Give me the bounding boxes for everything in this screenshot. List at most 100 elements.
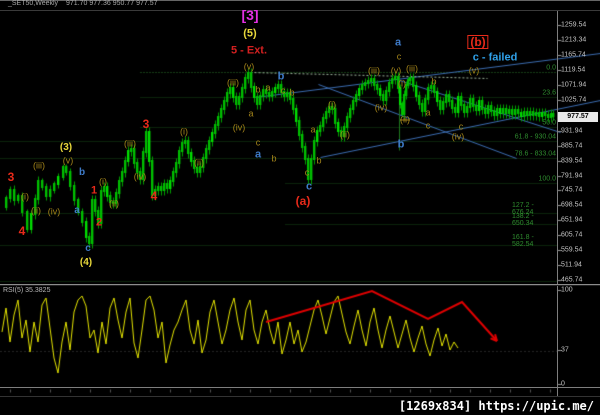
wave-label: b	[255, 84, 261, 95]
fibonacci-level-label: 100.0	[538, 175, 556, 183]
price-axis-tick-label: 511.94	[561, 261, 582, 269]
wave-label: (iii)	[227, 77, 239, 88]
price-axis-tick-label: 651.94	[561, 216, 583, 224]
price-axis-tick-label: 465.74	[561, 276, 583, 284]
price-axis-tick-label: 698.54	[561, 201, 583, 209]
wave-label: (iii)	[406, 63, 418, 74]
wave-label: b	[277, 70, 285, 83]
wave-label: c	[458, 121, 464, 132]
wave-label: (ii)	[31, 205, 41, 216]
wave-label: a	[265, 82, 271, 93]
price-axis-tick-label: 1025.74	[561, 96, 587, 104]
wave-label: (ii)	[194, 157, 204, 168]
price-axis-tick-label: 885.74	[561, 142, 583, 150]
wave-label: (a)	[295, 194, 311, 208]
price-axis-tick-label: 791.94	[561, 172, 583, 180]
wave-label: (3)	[59, 142, 73, 153]
wave-label: a	[394, 36, 402, 49]
wave-label: a	[74, 205, 80, 216]
wave-label: (iv)	[47, 206, 61, 217]
wave-label: (4)	[79, 257, 93, 268]
fibonacci-level-label: 78.6 - 833.04	[514, 150, 556, 158]
wave-label: 5 - Ext.	[230, 44, 268, 57]
price-axis-tick-label: 931.94	[561, 127, 583, 135]
titlebar-divider	[0, 10, 600, 11]
wave-label: [3]	[241, 7, 259, 23]
fibonacci-level-label: 127.2 - 676.24	[512, 202, 534, 216]
wave-label: (v)	[243, 61, 255, 72]
price-axis-tick-label: 1213.34	[561, 36, 587, 44]
rsi-indicator-label: RSI(5) 35.3825	[3, 287, 51, 294]
wave-label: a	[254, 148, 262, 161]
wave-label: 1	[90, 184, 98, 197]
chart-rsi-divider[interactable]	[0, 284, 600, 285]
wave-label: a	[310, 124, 316, 135]
price-axis-tick-label: 559.54	[561, 246, 583, 254]
price-axis-tick-label: 1259.54	[561, 21, 587, 29]
wave-label: a	[425, 107, 431, 118]
wave-label: (b)	[467, 35, 489, 49]
wave-label: c	[425, 120, 431, 131]
price-axis-tick-label: 745.74	[561, 186, 583, 194]
fibonacci-level-label: 50.0	[542, 119, 556, 127]
watermark-bar: [1269x834] https://upic.me/	[0, 397, 600, 414]
wave-label: c	[396, 51, 402, 62]
timeline-divider	[0, 396, 600, 397]
price-axis-tick-label: 1071.94	[561, 81, 587, 89]
fibonacci-level-label: 138.2 - 650.34	[512, 213, 534, 227]
wave-label: b	[289, 87, 295, 98]
wave-label: (5)	[243, 27, 257, 40]
wave-label: (iii)	[124, 138, 136, 149]
rsi-axis-tick-label: 0	[561, 380, 565, 388]
price-axis-tick-label: 1165.74	[561, 51, 586, 59]
wave-label: 2	[95, 216, 103, 229]
wave-label: 4	[18, 224, 26, 238]
wave-label: c	[85, 243, 91, 254]
wave-label: b	[271, 153, 277, 164]
wave-label: (iv)	[374, 102, 388, 113]
rsi-axis-tick-label: 37	[561, 346, 569, 354]
price-axis-tick-label: 605.74	[561, 231, 583, 239]
price-axis-tick-label: 1119.54	[561, 66, 586, 74]
wave-label: (iv)	[232, 122, 246, 133]
rsi-axis-tick-label: 100	[561, 286, 573, 294]
wave-label: (i)	[99, 176, 107, 187]
title-bar: _SET50,Weekly 971.70 977.36 950.77 977.5…	[0, 0, 600, 9]
fibonacci-level-label: 0.0	[546, 64, 556, 72]
wave-label: (ii)	[109, 198, 119, 209]
price-axis-divider	[557, 11, 558, 396]
wave-label: (iii)	[368, 65, 380, 76]
wave-label: b	[397, 138, 405, 151]
wave-label: c	[304, 167, 310, 178]
wave-label: (i)	[328, 99, 336, 110]
wave-label: b	[431, 76, 437, 87]
symbol-timeframe-label: _SET50,Weekly	[8, 0, 59, 7]
wave-label: (v)	[390, 65, 402, 76]
wave-label: c	[280, 85, 286, 96]
wave-label: c - failed	[472, 51, 518, 64]
price-axis-tick-label: 839.54	[561, 157, 583, 165]
rsi-bottom-divider	[0, 387, 600, 388]
wave-label: (v)	[468, 65, 480, 76]
wave-label: (i)	[180, 126, 188, 137]
wave-label: (i)	[21, 191, 29, 202]
wave-label: (iv)	[133, 171, 147, 182]
fibonacci-level-label: 161.8 - 582.54	[512, 234, 534, 248]
wave-label: (ii)	[340, 129, 350, 140]
wave-label: 3	[7, 170, 15, 184]
watermark-text: [1269x834] https://upic.me/	[398, 399, 594, 413]
wave-label: (v)	[62, 155, 74, 166]
wave-label: a	[248, 108, 254, 119]
fibonacci-level-label: 23.6	[542, 89, 556, 97]
wave-label: c	[305, 180, 313, 193]
chart-rsi-divider-shadow	[0, 285, 600, 286]
wave-label: (ii)	[400, 114, 410, 125]
wave-label: c	[255, 137, 261, 148]
wave-label: 3	[142, 117, 150, 131]
wave-label: 4	[150, 189, 158, 203]
window-top-border	[0, 0, 600, 1]
fibonacci-level-label: 61.8 - 930.04	[514, 133, 556, 141]
wave-label: b	[78, 167, 86, 178]
